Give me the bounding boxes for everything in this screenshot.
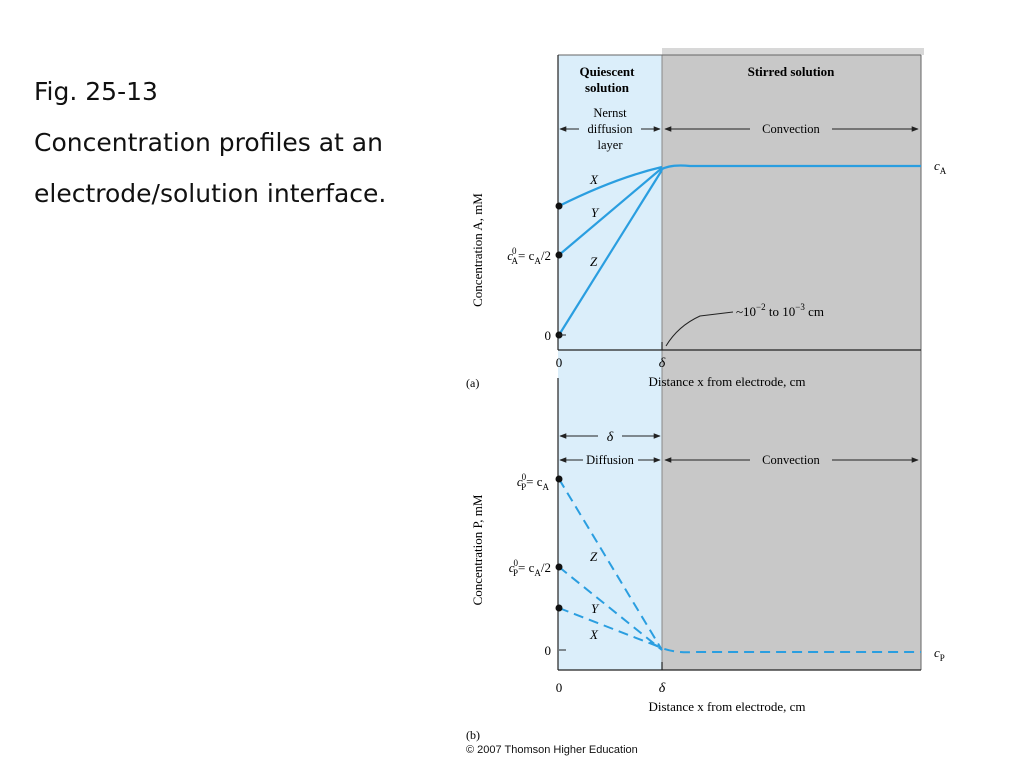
point-half-b [555, 563, 563, 571]
caption-line-2: electrode/solution interface. [34, 179, 387, 208]
point-y-start [555, 251, 563, 259]
y-label-half-b: c0 P= cA/2 [509, 558, 551, 578]
panel-b: δ Diffusion Convection Z Y X Concentrati… [466, 378, 945, 742]
curve-z-b [558, 478, 663, 651]
y-label-half-a: c0 A= cA/2 [507, 246, 551, 266]
nernst-label-3: layer [598, 138, 624, 152]
nernst-label-2: diffusion [588, 122, 634, 136]
convection-label-b: Convection [762, 453, 820, 467]
x-axis-label-b: Distance x from electrode, cm [648, 699, 805, 714]
stirred-region-shadow [662, 48, 924, 55]
panel-label-b: (b) [466, 728, 480, 742]
bulk-line-a [659, 164, 921, 171]
quiescent-label-2: solution [585, 80, 630, 95]
curve-z-a [558, 169, 663, 336]
panel-a: Quiescent solution Stirred solution Nern… [466, 55, 947, 390]
quiescent-region [558, 55, 662, 670]
bulk-label-b: cP [934, 645, 945, 663]
curve-y-a [558, 167, 663, 256]
figure-number: Fig. 25-13 [34, 77, 158, 106]
panel-label-a: (a) [466, 376, 479, 390]
nernst-label-1: Nernst [593, 106, 627, 120]
y-tick-zero-a: 0 [545, 328, 552, 343]
annotation-leader [665, 311, 734, 347]
point-x-start [555, 202, 563, 210]
curve-label-x-b: X [589, 627, 599, 642]
curve-label-y-b: Y [591, 601, 600, 616]
y-axis-label-a: Concentration A, mM [470, 193, 485, 307]
point-low-b [555, 604, 563, 612]
figure-caption: Fig. 25-13 Concentration profiles at an … [34, 66, 386, 219]
x-axis-label-a: Distance x from electrode, cm [648, 374, 805, 389]
caption-line-1: Concentration profiles at an [34, 128, 383, 157]
diffusion-label: Diffusion [586, 453, 634, 467]
convection-label-a: Convection [762, 122, 820, 136]
x-tick-zero-b: 0 [556, 680, 563, 695]
curve-x-b [558, 607, 663, 649]
curve-y-b [558, 566, 663, 651]
bulk-label-a: cA [934, 158, 947, 176]
quiescent-label-1: Quiescent [580, 64, 636, 79]
stirred-label: Stirred solution [748, 64, 836, 79]
curve-label-y-a: Y [591, 205, 600, 220]
stirred-region [662, 55, 921, 670]
y-label-top-b: c0 P= cA [517, 472, 550, 492]
x-tick-delta-b: δ [659, 681, 666, 696]
point-top-b [555, 475, 563, 483]
curve-label-x-a: X [589, 172, 599, 187]
curve-x-a [558, 165, 663, 207]
y-axis-label-b: Concentration P, mM [470, 494, 485, 605]
delta-span-label: δ [607, 430, 614, 445]
bulk-line-b [649, 641, 921, 654]
copyright-notice: © 2007 Thomson Higher Education [466, 744, 638, 756]
x-tick-delta-a: δ [659, 356, 666, 371]
curve-label-z-b: Z [590, 549, 598, 564]
y-tick-zero-b: 0 [545, 643, 552, 658]
curve-label-z-a: Z [590, 254, 598, 269]
thickness-annotation: ~10−2 to 10−3 cm [736, 302, 824, 319]
x-tick-zero-a: 0 [556, 355, 563, 370]
